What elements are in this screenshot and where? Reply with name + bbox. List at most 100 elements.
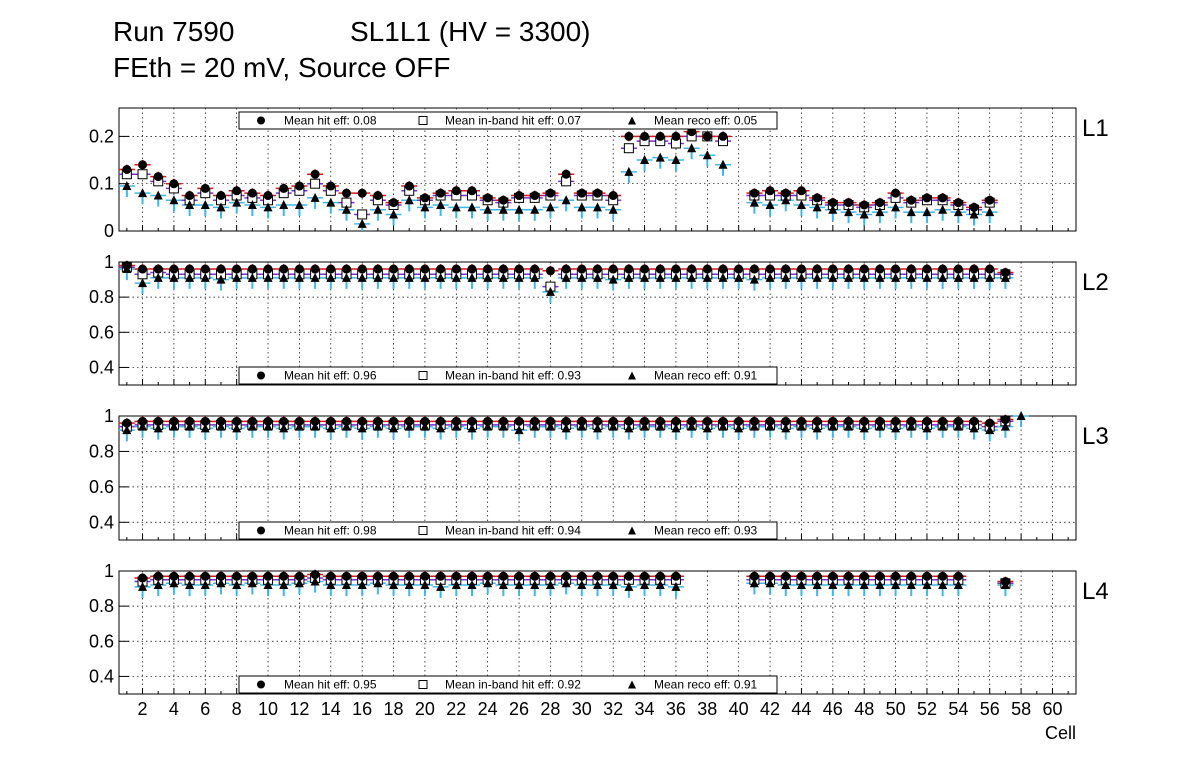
hit-marker bbox=[341, 416, 351, 426]
reco-marker bbox=[357, 272, 367, 282]
reco-marker bbox=[200, 580, 210, 590]
x-tick-label: 38 bbox=[697, 699, 717, 719]
cell-9-marks bbox=[244, 416, 261, 438]
hit-marker bbox=[953, 264, 963, 274]
cell-16-marks bbox=[354, 571, 371, 597]
reco-marker bbox=[436, 423, 446, 433]
x-tick-label: 50 bbox=[886, 699, 906, 719]
cell-47-marks bbox=[840, 197, 857, 224]
hit-marker bbox=[373, 416, 383, 426]
reco-marker bbox=[185, 421, 195, 431]
cell-36-marks bbox=[667, 264, 684, 289]
cell-29-marks bbox=[558, 264, 575, 289]
hit-marker bbox=[514, 416, 524, 426]
hit-marker bbox=[593, 571, 602, 581]
legend-inband-marker bbox=[418, 371, 428, 380]
cell-37-marks bbox=[683, 416, 700, 438]
inband-marker bbox=[623, 143, 634, 154]
cell-32-marks bbox=[605, 571, 622, 597]
reco-marker bbox=[357, 423, 367, 433]
hit-marker bbox=[891, 188, 901, 198]
cell-45-marks bbox=[809, 264, 826, 289]
hit-marker bbox=[185, 416, 195, 426]
reco-marker bbox=[294, 199, 304, 209]
reco-marker bbox=[624, 581, 634, 591]
inband-marker bbox=[310, 178, 321, 189]
hit-marker bbox=[169, 179, 179, 189]
reco-marker bbox=[483, 204, 493, 214]
cell-40-marks bbox=[730, 264, 747, 289]
hit-marker bbox=[467, 416, 477, 426]
hit-marker bbox=[859, 571, 869, 581]
hit-marker bbox=[294, 264, 304, 274]
reco-marker bbox=[420, 421, 430, 431]
hit-marker bbox=[279, 571, 289, 581]
reco-marker bbox=[530, 580, 540, 590]
reco-marker bbox=[561, 423, 571, 433]
hit-marker bbox=[749, 571, 759, 581]
cell-15-marks bbox=[338, 571, 355, 597]
cell-43-marks bbox=[777, 416, 794, 440]
reco-marker bbox=[294, 578, 304, 588]
cell-17-marks bbox=[369, 264, 386, 289]
x-tick-label: 24 bbox=[478, 699, 498, 719]
reco-marker bbox=[828, 421, 838, 431]
reco-marker bbox=[796, 272, 806, 282]
cell-31-marks bbox=[589, 416, 606, 440]
hit-marker bbox=[185, 571, 195, 581]
reco-marker bbox=[294, 421, 304, 431]
hit-marker bbox=[969, 416, 979, 426]
reco-marker bbox=[781, 195, 791, 205]
reco-marker bbox=[153, 272, 163, 282]
cell-52-marks bbox=[918, 416, 935, 440]
cell-10-marks bbox=[260, 190, 277, 219]
reco-marker bbox=[373, 204, 383, 214]
cell-50-marks bbox=[887, 188, 904, 219]
hit-marker bbox=[891, 571, 901, 581]
reco-marker bbox=[326, 580, 336, 590]
legend-inband-marker bbox=[418, 116, 428, 125]
hit-marker bbox=[812, 264, 822, 274]
cell-27-marks bbox=[526, 264, 543, 289]
cell-30-marks bbox=[573, 188, 590, 219]
cell-24-marks bbox=[479, 416, 496, 438]
reco-marker bbox=[169, 272, 179, 282]
hit-marker bbox=[153, 571, 163, 581]
reco-marker bbox=[357, 218, 367, 228]
hit-marker bbox=[373, 571, 383, 581]
cell-25-marks bbox=[495, 264, 512, 289]
x-tick-label: 14 bbox=[321, 699, 341, 719]
reco-marker bbox=[279, 272, 289, 282]
reco-marker bbox=[922, 207, 932, 217]
cell-8-marks bbox=[228, 571, 245, 597]
cell-42-marks bbox=[762, 264, 779, 289]
cell-36-marks bbox=[667, 571, 684, 598]
hit-marker bbox=[655, 264, 665, 274]
reco-marker bbox=[153, 423, 163, 433]
reco-marker bbox=[1016, 411, 1026, 420]
hit-marker bbox=[200, 183, 210, 193]
reco-marker bbox=[828, 204, 838, 214]
y-tick-label: 1 bbox=[104, 252, 114, 272]
reco-marker bbox=[608, 421, 618, 431]
reco-marker bbox=[812, 202, 822, 212]
legend-hit-text: Mean hit eff: 0.08 bbox=[284, 114, 377, 128]
panel-l3: 0.4 0.6 0.8 1 L3 Mean hit eff: 0.98 Mean in-ba… bbox=[89, 406, 1109, 541]
reco-marker bbox=[357, 580, 367, 590]
hit-marker bbox=[577, 188, 587, 198]
hit-marker bbox=[608, 416, 618, 426]
reco-marker bbox=[985, 272, 995, 282]
hit-marker bbox=[200, 416, 210, 426]
reco-marker bbox=[122, 181, 132, 191]
panel-label: L1 bbox=[1082, 115, 1109, 142]
hit-marker bbox=[216, 416, 226, 426]
reco-marker bbox=[404, 195, 414, 205]
hit-marker bbox=[781, 188, 791, 198]
hit-marker bbox=[545, 188, 555, 198]
cell-46-marks bbox=[824, 416, 841, 438]
hit-marker bbox=[545, 571, 555, 581]
hit-marker bbox=[859, 416, 869, 426]
reco-marker bbox=[216, 421, 226, 431]
cell-26-marks bbox=[511, 264, 528, 289]
reco-marker bbox=[247, 272, 257, 282]
